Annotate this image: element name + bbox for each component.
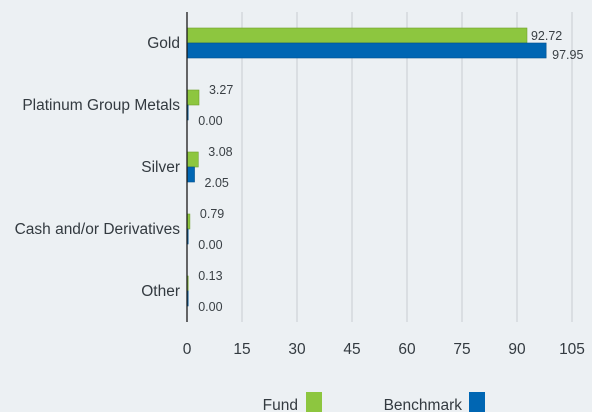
bar-benchmark-2 [186,166,195,183]
x-tick-label-2: 30 [288,341,306,358]
bar-fund-1 [186,89,200,106]
legend-swatch-fund [306,392,322,412]
data-label-fund-4: 0.13 [198,269,222,283]
legend-label-fund: Fund [263,397,298,412]
data-label-fund-1: 3.27 [209,83,233,97]
category-label-1: Platinum Group Metals [22,97,180,114]
x-tick-label-6: 90 [508,341,526,358]
data-label-fund-0: 92.72 [531,29,562,43]
category-label-3: Cash and/or Derivatives [15,221,181,238]
gridlines [241,12,573,322]
data-label-fund-3: 0.79 [200,207,224,221]
category-label-0: Gold [147,35,180,52]
legend-swatch-benchmark [469,392,485,412]
data-label-benchmark-3: 0.00 [198,238,222,252]
bar-benchmark-0 [186,42,547,59]
data-label-fund-2: 3.08 [208,145,232,159]
data-label-benchmark-1: 0.00 [198,114,222,128]
bar-fund-0 [186,27,528,44]
legend-label-benchmark: Benchmark [384,397,463,412]
data-label-benchmark-2: 2.05 [205,176,229,190]
x-tick-label-4: 60 [398,341,416,358]
bars [186,27,547,307]
x-axis-ticks: 0 15 30 45 60 75 90 105 [183,341,585,358]
category-label-4: Other [141,283,180,300]
category-label-2: Silver [141,159,180,176]
category-labels: Gold Platinum Group Metals Silver Cash and/… [15,35,181,300]
data-label-benchmark-0: 97.95 [552,48,583,62]
bar-fund-2 [186,151,199,168]
data-label-benchmark-4: 0.00 [198,300,222,314]
data-labels: 92.72 97.95 3.27 0.00 3.08 2.05 0.79 0.00 0.13 0.… [198,29,583,314]
x-tick-label-3: 45 [343,341,360,358]
x-tick-label-0: 0 [183,341,192,358]
legend: Fund Benchmark [263,392,485,412]
x-tick-label-7: 105 [559,341,585,358]
x-tick-label-1: 15 [233,341,250,358]
x-tick-label-5: 75 [453,341,470,358]
